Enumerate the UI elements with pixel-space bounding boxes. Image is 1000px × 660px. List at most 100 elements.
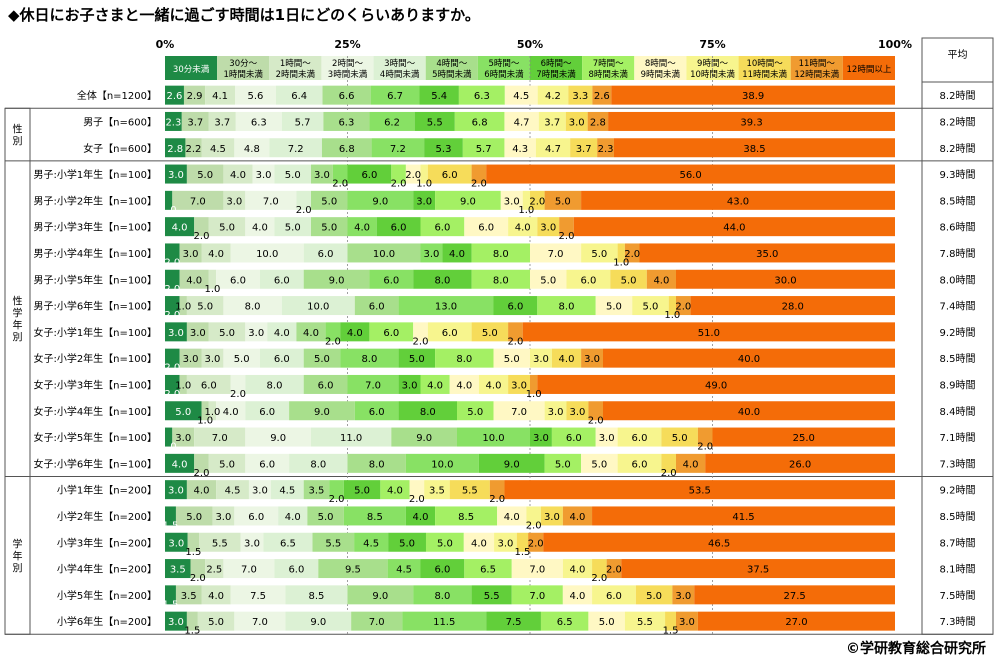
bar-value-label: 4.0 [285, 512, 301, 523]
bar-value-label: 2.8 [167, 144, 183, 155]
bar-segment [697, 427, 713, 447]
bar-segment [611, 85, 895, 105]
bar-value-label: 1.0 [204, 407, 220, 418]
bar-segment [259, 269, 304, 289]
bar-value-label: 5.0 [672, 433, 688, 444]
bar-value-label: 1.0 [175, 380, 191, 391]
bar-segment [608, 111, 895, 131]
bar-value-label: 5.5 [325, 538, 341, 549]
bar-value-label: 5.0 [555, 459, 571, 470]
bar-value-label: 3.0 [599, 433, 615, 444]
bar-segment [537, 217, 560, 237]
bar-segment [494, 532, 517, 552]
bar-value-label: 5.0 [437, 538, 453, 549]
row-average: 8.1時間 [940, 564, 976, 576]
bar-segment [478, 374, 509, 394]
bar-value-label: 5.3 [436, 144, 452, 155]
bar-segment [402, 611, 487, 631]
bar-value-label: 2.0 [661, 468, 677, 479]
bar-value-label: 4.5 [279, 486, 295, 497]
bar-value-label: 2.0 [507, 336, 523, 347]
bar-segment [235, 111, 282, 131]
bar-segment [311, 190, 348, 210]
bar-segment [285, 611, 352, 631]
row-label: 女子:小学1年生【n=100】 [33, 326, 157, 339]
bar-value-label: 5.0 [555, 196, 571, 207]
bar-segment [245, 453, 290, 473]
bar-value-label: 5.0 [482, 328, 498, 339]
bar-value-label: 9.5 [345, 565, 361, 576]
bar-segment [208, 322, 246, 342]
bar-value-label: 9.0 [310, 617, 326, 628]
bar-value-label: 9.0 [314, 407, 330, 418]
bar-value-label: 4.0 [223, 407, 239, 418]
bar-value-label: 38.9 [742, 91, 764, 102]
row-average: 7.3時間 [940, 458, 976, 470]
bar-segment [530, 269, 567, 289]
bar-segment [522, 190, 530, 210]
bar-segment [165, 348, 180, 368]
bar-value-label: 4.0 [208, 249, 224, 260]
bar-segment [175, 506, 213, 526]
bar-segment [165, 296, 180, 316]
legend-label: 10時間未満 [690, 69, 735, 80]
bar-segment [245, 217, 275, 237]
group-label-char: 年 [13, 319, 23, 332]
bar-segment [340, 348, 399, 368]
bar-segment [676, 296, 691, 316]
bar-value-label: 6.0 [632, 459, 648, 470]
bar-value-label: 5.0 [186, 512, 202, 523]
bar-segment [420, 243, 443, 263]
bar-value-label: 4.0 [486, 380, 502, 391]
bar-segment [454, 111, 505, 131]
axis-tick-label: 50% [517, 38, 543, 51]
bar-segment [621, 559, 895, 579]
row-label: 女子:小学2年生【n=100】 [33, 352, 157, 365]
bar-value-label: 6.0 [318, 249, 334, 260]
bar-value-label: 9.0 [504, 459, 520, 470]
bar-segment [281, 111, 324, 131]
row-label: 女子:小学4年生【n=100】 [33, 405, 157, 418]
bar-value-label: 6.4 [291, 91, 307, 102]
bar-segment [511, 585, 563, 605]
bar-value-label: 8.0 [493, 249, 509, 260]
bar-segment [565, 111, 588, 131]
bar-segment [185, 138, 202, 158]
bar-segment [278, 506, 308, 526]
legend-label: 5時間未満 [432, 69, 472, 80]
row-average: 8.6時間 [940, 222, 976, 234]
copyright-notice: ©学研教育総合研究所 [846, 641, 986, 657]
bar-segment [690, 296, 895, 316]
bar-value-label: 5.0 [285, 170, 301, 181]
bar-value-label: 3.0 [168, 617, 184, 628]
bar-value-label: 1.0 [161, 442, 177, 453]
bar-segment [540, 611, 589, 631]
axis-tick-label: 75% [699, 38, 725, 51]
bar-segment [240, 532, 264, 552]
bar-segment [588, 611, 625, 631]
bar-value-label: 3.7 [544, 117, 560, 128]
bar-value-label: 1.5 [663, 626, 679, 637]
bar-segment [194, 427, 246, 447]
bar-segment [285, 585, 348, 605]
bar-value-label: 3.0 [204, 354, 220, 365]
bar-value-label: 5.0 [219, 459, 235, 470]
bar-value-label: 1.0 [175, 302, 191, 313]
bar-segment [216, 480, 249, 500]
bar-value-label: 56.0 [679, 170, 701, 181]
bar-value-label: 2.0 [624, 249, 640, 260]
row-average: 8.5時間 [940, 353, 976, 365]
bar-value-label: 4.0 [449, 249, 465, 260]
row-label: 男子:小学2年生【n=100】 [33, 194, 157, 207]
row-average: 8.2時間 [940, 143, 976, 155]
bar-value-label: 3.0 [168, 328, 184, 339]
bar-value-label: 5.0 [175, 407, 191, 418]
bar-value-label: 8.0 [267, 380, 283, 391]
bar-value-label: 4.3 [512, 144, 528, 155]
bar-value-label: 8.5 [309, 591, 325, 602]
bar-value-label: 6.0 [442, 328, 458, 339]
bar-value-label: 4.7 [545, 144, 561, 155]
bar-segment [457, 427, 530, 447]
bar-value-label: 7.0 [511, 407, 527, 418]
bar-value-label: 6.0 [288, 565, 304, 576]
